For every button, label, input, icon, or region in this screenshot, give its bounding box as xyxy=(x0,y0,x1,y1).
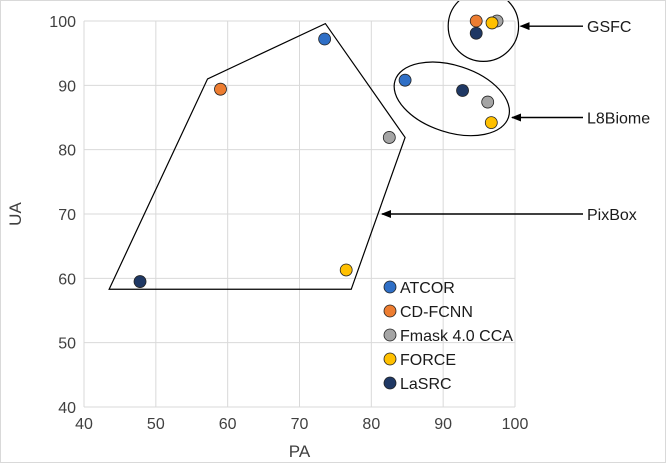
annotation-label-l8biome: L8Biome xyxy=(587,111,650,128)
legend-marker-lasrc xyxy=(383,376,397,390)
point-atcor xyxy=(398,73,412,87)
x-tick-label: 50 xyxy=(147,416,165,433)
pixbox-polygon xyxy=(108,22,406,290)
y-tick-label: 80 xyxy=(58,143,76,160)
point-force xyxy=(339,263,353,277)
l8biome-ellipse xyxy=(393,61,511,137)
legend-marker-force xyxy=(383,352,397,366)
y-tick-label: 70 xyxy=(58,207,76,224)
point-atcor xyxy=(318,32,332,46)
point-force xyxy=(484,116,498,130)
legend-label: CD-FCNN xyxy=(400,304,473,321)
legend-marker-fmask-4-0-cca xyxy=(383,328,397,342)
y-tick-label: 60 xyxy=(58,271,76,288)
y-tick-label: 100 xyxy=(49,14,76,31)
x-tick-label: 70 xyxy=(291,416,309,433)
y-tick-label: 90 xyxy=(58,78,76,95)
y-tick-label: 40 xyxy=(58,400,76,417)
y-axis-title: UA xyxy=(6,202,25,226)
y-tick-label: 50 xyxy=(58,336,76,353)
annotation-labels: GSFC L8Biome PixBox xyxy=(380,19,650,224)
point-force xyxy=(485,16,499,30)
annotation-label-gsfc: GSFC xyxy=(587,19,631,36)
legend-label: FORCE xyxy=(400,352,456,369)
point-lasrc xyxy=(469,26,483,40)
annotation-label-pixbox: PixBox xyxy=(587,207,637,224)
legend-marker-atcor xyxy=(383,280,397,294)
axes: 40 50 60 70 80 90 100 40 50 60 70 80 90 100 PA UA xyxy=(6,14,528,461)
legend-label: Fmask 4.0 CCA xyxy=(400,328,513,345)
point-lasrc xyxy=(456,84,469,97)
x-tick-label: 40 xyxy=(75,416,93,433)
legend-marker-cd-fcnn xyxy=(383,304,397,318)
x-tick-label: 60 xyxy=(219,416,237,433)
x-tick-label: 100 xyxy=(502,416,529,433)
point-cd-fcnn xyxy=(469,14,483,28)
legend-label: LaSRC xyxy=(400,376,452,393)
x-tick-label: 80 xyxy=(362,416,380,433)
point-fmask-4-0-cca xyxy=(481,95,495,109)
gsfc-circle xyxy=(447,1,520,62)
point-lasrc xyxy=(133,275,147,288)
x-tick-label: 90 xyxy=(434,416,452,433)
legend: ATCOR CD-FCNN Fmask 4.0 CCA FORCE LaSRC xyxy=(383,280,513,393)
data-points xyxy=(133,14,504,288)
point-cd-fcnn xyxy=(214,82,227,96)
legend-label: ATCOR xyxy=(400,280,455,297)
annotation-shapes xyxy=(108,1,520,290)
x-axis-title: PA xyxy=(289,442,311,461)
point-fmask-4-0-cca xyxy=(382,131,396,144)
